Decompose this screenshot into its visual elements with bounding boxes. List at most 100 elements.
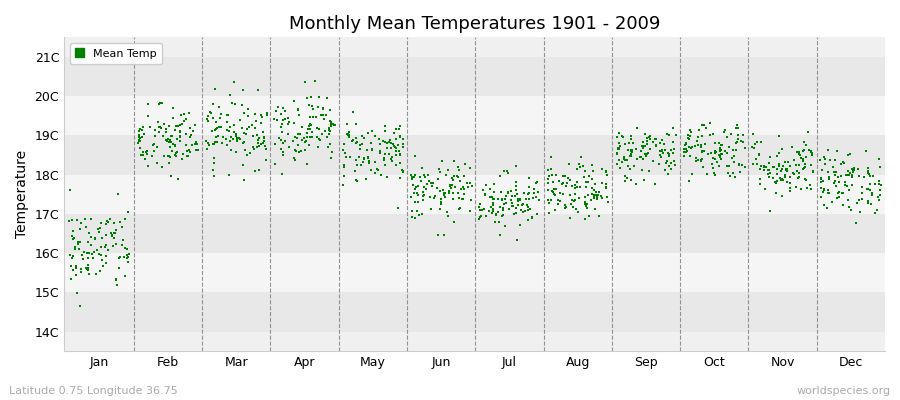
Point	[494, 189, 508, 196]
Point	[656, 141, 670, 147]
Point	[173, 133, 187, 139]
Point	[698, 140, 712, 147]
Point	[405, 214, 419, 220]
Point	[382, 139, 396, 146]
Point	[324, 122, 338, 129]
Point	[275, 140, 290, 146]
Point	[64, 276, 78, 283]
Point	[463, 207, 477, 214]
Point	[587, 195, 601, 202]
Point	[349, 178, 364, 184]
Point	[485, 210, 500, 216]
Point	[240, 113, 255, 120]
Point	[666, 139, 680, 146]
Point	[472, 204, 486, 211]
Point	[392, 205, 406, 212]
Point	[512, 196, 526, 202]
Point	[289, 148, 303, 155]
Point	[667, 157, 681, 164]
Point	[590, 194, 604, 200]
Point	[350, 162, 365, 168]
Point	[131, 134, 146, 140]
Point	[640, 151, 654, 158]
Point	[310, 114, 324, 120]
Point	[628, 146, 643, 152]
Point	[189, 147, 203, 154]
Point	[654, 148, 669, 154]
Bar	[64, 57, 885, 96]
Point	[121, 258, 135, 265]
Point	[508, 179, 523, 185]
Point	[414, 165, 428, 171]
Point	[116, 237, 130, 243]
Point	[114, 223, 129, 230]
Point	[408, 171, 422, 178]
Point	[176, 150, 190, 157]
Point	[278, 108, 293, 114]
Point	[69, 263, 84, 269]
Point	[649, 142, 663, 148]
Point	[507, 210, 521, 217]
Point	[64, 263, 78, 270]
Point	[714, 146, 728, 153]
Point	[545, 179, 560, 185]
Point	[617, 141, 632, 147]
Point	[364, 128, 379, 134]
Point	[747, 145, 761, 151]
Point	[95, 234, 110, 241]
Point	[821, 187, 835, 193]
Point	[89, 271, 104, 277]
Point	[760, 171, 775, 177]
Point	[616, 153, 631, 160]
Point	[131, 136, 146, 143]
Point	[77, 216, 92, 222]
Point	[298, 147, 312, 153]
Point	[748, 141, 762, 147]
Point	[94, 244, 108, 251]
Point	[872, 197, 886, 204]
Point	[280, 115, 294, 122]
Point	[522, 184, 536, 190]
Point	[817, 160, 832, 167]
Point	[730, 139, 744, 146]
Point	[757, 167, 771, 174]
Point	[377, 156, 392, 163]
Point	[103, 216, 117, 222]
Point	[149, 160, 164, 166]
Point	[473, 200, 488, 207]
Point	[613, 142, 627, 149]
Point	[495, 196, 509, 202]
Point	[768, 178, 782, 185]
Point	[458, 160, 473, 167]
Point	[84, 242, 98, 248]
Point	[544, 154, 559, 160]
Point	[842, 204, 857, 210]
Point	[91, 226, 105, 232]
Point	[691, 142, 706, 148]
Point	[500, 168, 514, 174]
Point	[842, 168, 856, 174]
Point	[202, 142, 216, 148]
Point	[736, 132, 751, 138]
Point	[477, 191, 491, 198]
Point	[199, 138, 213, 144]
Point	[268, 108, 283, 114]
Point	[707, 172, 722, 178]
Point	[460, 179, 474, 186]
Point	[271, 104, 285, 110]
Point	[352, 154, 366, 160]
Point	[416, 188, 430, 195]
Point	[652, 139, 667, 146]
Point	[836, 158, 850, 165]
Point	[719, 163, 733, 169]
Point	[688, 142, 702, 149]
Point	[412, 212, 427, 219]
Point	[212, 104, 227, 110]
Point	[276, 152, 291, 158]
Point	[814, 167, 829, 173]
Point	[387, 130, 401, 136]
Point	[297, 79, 311, 86]
Point	[804, 149, 818, 155]
Point	[357, 135, 372, 141]
Point	[578, 199, 592, 205]
